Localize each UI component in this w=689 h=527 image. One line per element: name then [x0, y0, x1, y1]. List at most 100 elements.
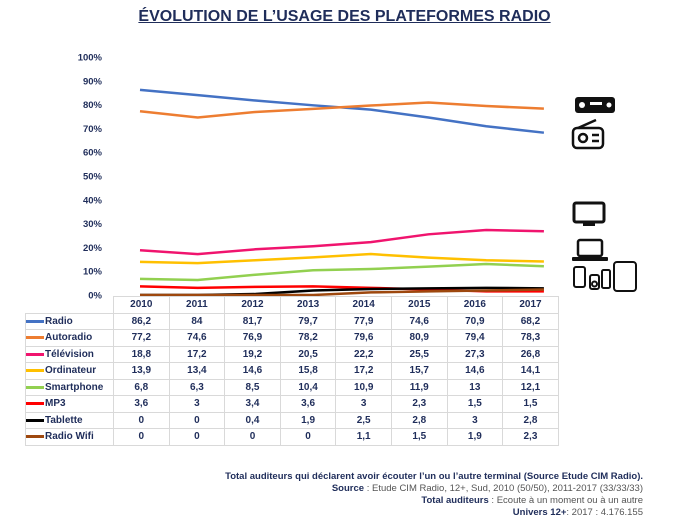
chart-title-text: ÉVOLUTION DE L’USAGE DES PLATEFORMES RAD… — [138, 8, 551, 25]
data-label: 86,2 — [113, 312, 170, 330]
data-label: 10,9 — [335, 378, 392, 396]
legend-label: Radio Wifi — [45, 431, 94, 443]
data-label: 78,3 — [502, 329, 559, 347]
data-label: 0 — [113, 428, 170, 446]
table-row: Radio Wifi 0 0 0 0 1,1 1,5 1,9 2,3 — [25, 428, 559, 446]
legend-entry: Radio — [25, 312, 114, 330]
mobile-devices-icon — [573, 261, 637, 292]
data-label: 17,2 — [168, 345, 226, 363]
table-row: Ordinateur 13,9 13,4 14,6 15,8 17,2 15,7 14,6 14… — [25, 362, 559, 380]
data-label: 14,6 — [224, 362, 281, 380]
data-label: 0 — [168, 428, 226, 446]
series-line-radio-wifi — [140, 288, 544, 297]
data-label: 22,2 — [335, 345, 392, 363]
y-tick-label: 40% — [83, 195, 103, 206]
y-tick-label: 60% — [83, 148, 103, 159]
y-tick-label: 100% — [78, 53, 103, 64]
data-label: 1,5 — [446, 395, 504, 413]
data-label: 18,8 — [113, 345, 170, 363]
table-header-row: 2010 2011 2012 2013 2014 2015 2016 2017 — [26, 296, 559, 314]
y-tick-label: 70% — [83, 124, 103, 135]
y-tick-label: 30% — [83, 219, 103, 230]
legend-entry: Radio Wifi — [25, 428, 114, 446]
x-tick-label: 2015 — [390, 296, 448, 314]
data-label: 1,9 — [279, 411, 337, 429]
data-label: 70,9 — [446, 312, 504, 330]
notes-total: Total auditeurs : Ecoute à un moment ou … — [421, 495, 643, 506]
x-tick-label: 2011 — [168, 296, 226, 314]
x-tick-label: 2014 — [335, 296, 392, 314]
y-tick-label: 10% — [83, 267, 103, 278]
data-label: 0,4 — [224, 411, 281, 429]
table-row: Autoradio 77,2 74,6 76,9 78,2 79,6 80,9 79,4 78,… — [25, 329, 559, 347]
data-label: 13 — [446, 378, 504, 396]
legend-entry: MP3 — [25, 395, 114, 413]
data-label: 3,6 — [113, 395, 170, 413]
data-label: 78,2 — [279, 329, 337, 347]
y-tick-label: 20% — [83, 243, 103, 254]
data-label: 6,8 — [113, 378, 170, 396]
data-label: 15,8 — [279, 362, 337, 380]
legend-entry: Smartphone — [25, 378, 114, 396]
data-label: 79,6 — [335, 329, 392, 347]
legend-key — [26, 319, 44, 323]
data-label: 1,5 — [502, 395, 559, 413]
notes-source: Source : Etude CIM Radio, 12+, Sud, 2010… — [331, 483, 643, 494]
data-label: 68,2 — [502, 312, 559, 330]
legend-key — [26, 336, 44, 340]
notes-line-1: Total auditeurs qui déclarent avoir écou… — [225, 471, 643, 482]
data-label: 0 — [279, 428, 337, 446]
data-label: 14,1 — [502, 362, 559, 380]
data-table: 2010 2011 2012 2013 2014 2015 2016 2017 Radio 86,… — [25, 296, 559, 446]
legend-label: MP3 — [45, 398, 66, 410]
legend-entry: Autoradio — [25, 329, 114, 347]
legend-label: Smartphone — [45, 381, 104, 393]
legend-entry: Tablette — [25, 411, 114, 429]
data-label: 80,9 — [390, 329, 448, 347]
series-line-radio — [139, 88, 545, 134]
data-label: 14,6 — [446, 362, 504, 380]
chart-title: ÉVOLUTION DE L’USAGE DES PLATEFORMES RAD… — [0, 8, 689, 26]
series-line-ordinateur — [139, 252, 544, 265]
data-label: 74,6 — [390, 312, 448, 330]
data-label: 25,5 — [390, 345, 448, 363]
legend-entry: Ordinateur — [25, 362, 114, 380]
legend-key — [26, 369, 44, 373]
data-label: 27,3 — [446, 345, 504, 363]
data-label: 10,4 — [279, 378, 337, 396]
x-tick-label: 2016 — [446, 296, 504, 314]
data-label: 1,9 — [446, 428, 504, 446]
legend-key — [26, 402, 44, 406]
data-label: 79,7 — [279, 312, 337, 330]
tv-icon — [572, 201, 606, 226]
legend-label: Radio — [45, 315, 73, 327]
data-label: 26,8 — [502, 345, 559, 363]
legend-key — [26, 385, 44, 389]
table-row: Télévision 18,8 17,2 19,2 20,5 22,2 25,5 27,3 26… — [25, 345, 559, 363]
y-tick-label: 50% — [83, 172, 103, 183]
data-label: 13,4 — [168, 362, 226, 380]
data-label: 0 — [113, 411, 170, 429]
data-label: 3 — [335, 395, 392, 413]
data-label: 1,5 — [390, 428, 448, 446]
y-tick-label: 80% — [83, 100, 103, 111]
data-label: 8,5 — [224, 378, 281, 396]
radio-icon — [571, 118, 605, 150]
legend-label: Tablette — [45, 414, 83, 426]
y-tick-label: 0% — [88, 291, 102, 302]
data-label: 3 — [168, 395, 226, 413]
data-label: 17,2 — [335, 362, 392, 380]
x-tick-label: 2017 — [502, 296, 559, 314]
data-label: 3 — [446, 411, 504, 429]
data-label: 2,8 — [502, 411, 559, 429]
data-label: 0 — [224, 428, 281, 446]
table-row: Tablette 0 0 0,4 1,9 2,5 2,8 3 2,8 — [25, 411, 559, 429]
legend-key — [26, 352, 44, 356]
legend-entry: Télévision — [25, 345, 114, 363]
series-lines — [139, 88, 545, 297]
notes-univers: Univers 12+: 2017 : 4.176.155 — [512, 507, 643, 518]
data-label: 2,3 — [502, 428, 559, 446]
data-label: 2,3 — [390, 395, 448, 413]
x-tick-label: 2012 — [224, 296, 281, 314]
data-label: 81,7 — [224, 312, 281, 330]
